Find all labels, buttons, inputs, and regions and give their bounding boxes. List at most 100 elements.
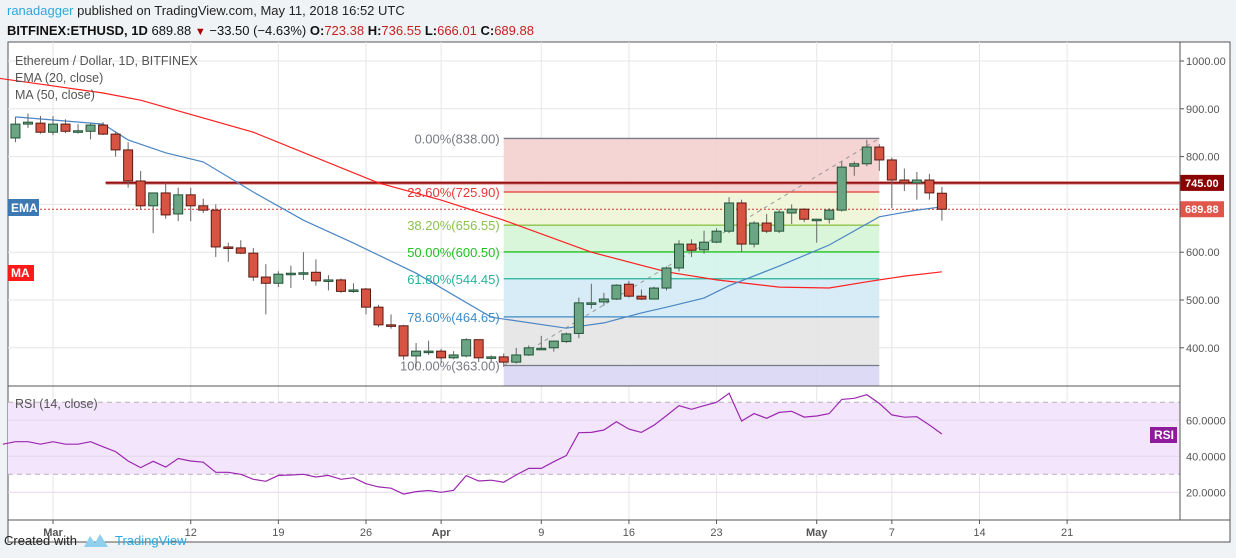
rsi-legend[interactable]: RSI (14, close) xyxy=(15,397,98,411)
candle-body xyxy=(123,149,134,182)
candle-body xyxy=(811,218,822,222)
fib-level-label: 61.80%(544.45) xyxy=(407,272,500,287)
candle-body xyxy=(373,306,384,326)
rsi-panel xyxy=(2,392,1180,495)
open-value: 723.38 xyxy=(324,23,365,38)
candle-body xyxy=(398,325,409,357)
candle-body xyxy=(586,302,597,305)
ema-legend[interactable]: EMA (20, close) xyxy=(15,71,103,85)
chart-title: Ethereum / Dollar, 1D, BITFINEX xyxy=(15,54,198,68)
ma-tag: MA xyxy=(11,266,30,280)
tradingview-link[interactable]: TradingView xyxy=(114,532,187,548)
candle-body xyxy=(736,202,747,245)
close-label: C: xyxy=(480,23,495,38)
candle-body xyxy=(548,340,559,349)
symbol-info: BITFINEX:ETHUSD, 1D 689.88 ▼ −33.50 (−4.… xyxy=(7,23,534,38)
candle-body xyxy=(799,208,810,220)
candle-body xyxy=(674,243,684,269)
candle-body xyxy=(135,180,146,207)
candle-body xyxy=(561,333,572,343)
candle-body xyxy=(473,339,484,359)
candle-body xyxy=(323,279,334,282)
time-tick-label: 23 xyxy=(710,527,722,539)
candle-body xyxy=(523,347,534,356)
time-axis-labels: Mar 12 19 26 Apr 9 16 23 May 7 14 21 xyxy=(43,520,1073,539)
candle-body xyxy=(899,179,910,184)
candle-body xyxy=(924,179,935,194)
time-tick-label: 7 xyxy=(889,527,895,539)
candle-body xyxy=(22,121,33,125)
candle-body xyxy=(611,284,622,300)
footer: Created with TradingView xyxy=(4,532,187,548)
ema20-line xyxy=(15,116,942,329)
last-price: 689.88 xyxy=(151,23,192,38)
candle-body xyxy=(273,273,284,284)
time-tick-label: 26 xyxy=(360,527,372,539)
time-axis[interactable] xyxy=(7,519,1231,543)
candle-body xyxy=(936,192,947,210)
resistance-price-label: 745.00 xyxy=(1185,178,1219,190)
candle-body xyxy=(461,339,472,357)
ma-tag-bg xyxy=(8,265,34,281)
candle-body xyxy=(148,192,159,207)
price-tick-label: 800.00 xyxy=(1186,152,1220,164)
candle-body xyxy=(298,272,309,275)
candle-body xyxy=(686,243,697,251)
price-change: −33.50 (−4.63%) xyxy=(209,23,307,38)
candle-body xyxy=(836,166,847,211)
candle-body xyxy=(436,350,447,359)
created-with: Created with xyxy=(4,532,77,548)
candle-body xyxy=(335,279,346,292)
fibonacci-retracement[interactable]: 0.00%(838.00) 23.60%(725.90) 38.20%(656.55… xyxy=(400,131,880,386)
symbol: BITFINEX:ETHUSD, 1D xyxy=(7,23,148,38)
time-tick-label: 19 xyxy=(272,527,284,539)
rsi-band xyxy=(8,402,1180,475)
axes: 1000.00 900.00 800.00 600.00 500.00 400.00 60.… xyxy=(1180,56,1226,499)
publish-text: published on TradingView.com, May 11, 20… xyxy=(77,3,405,18)
indicator-lines xyxy=(0,77,1180,329)
rsi-tick-label: 40.0000 xyxy=(1186,451,1226,463)
candle-body xyxy=(73,130,84,133)
candle-body xyxy=(223,246,234,249)
price-tick-label: 900.00 xyxy=(1186,104,1220,116)
candle-body xyxy=(774,211,785,232)
fib-level-label: 100.00%(363.00) xyxy=(400,358,500,373)
candle-body xyxy=(10,123,21,139)
candle-body xyxy=(598,298,609,303)
candle-body xyxy=(711,230,722,243)
candle-body xyxy=(699,241,710,251)
time-tick-label: 12 xyxy=(185,527,197,539)
candle-body xyxy=(849,163,860,167)
candle-body xyxy=(48,123,58,133)
candle-body xyxy=(98,124,109,135)
fib-level-label: 38.20%(656.55) xyxy=(407,218,500,233)
candle-body xyxy=(886,159,897,181)
ema-tag-bg xyxy=(8,199,39,216)
time-tick-label: 14 xyxy=(973,527,985,539)
candle-body xyxy=(661,267,672,289)
high-label: H: xyxy=(367,23,382,38)
ma-legend[interactable]: MA (50, close) xyxy=(15,88,95,102)
candle-body xyxy=(511,354,522,363)
author-link[interactable]: ranadagger xyxy=(7,3,74,18)
candle-body xyxy=(749,222,760,245)
candles xyxy=(10,113,947,367)
candle-body xyxy=(636,295,647,300)
fib-level-label: 78.60%(464.65) xyxy=(407,310,500,325)
candle-body xyxy=(448,354,459,359)
candle-body xyxy=(310,271,321,282)
candle-body xyxy=(348,289,359,292)
rsi-tick-label: 60.0000 xyxy=(1186,415,1226,427)
candle-body xyxy=(198,205,209,211)
close-value: 689.88 xyxy=(494,23,534,38)
ma50-line xyxy=(0,77,942,289)
candle-body xyxy=(911,179,922,184)
tradingview-logo-icon[interactable] xyxy=(83,532,109,548)
candle-body xyxy=(536,347,547,351)
candle-body xyxy=(173,194,184,215)
candle-body xyxy=(724,202,735,232)
resistance-price-tag xyxy=(1180,174,1224,191)
candle-body xyxy=(285,272,296,276)
time-tick-label: 9 xyxy=(538,527,544,539)
